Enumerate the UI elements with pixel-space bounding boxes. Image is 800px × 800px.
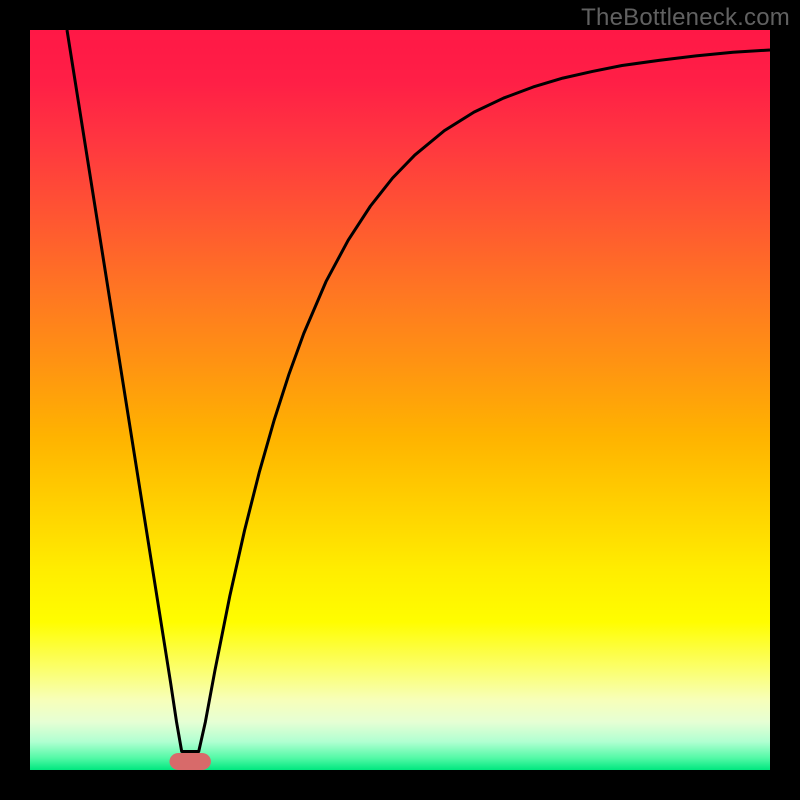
watermark-text: TheBottleneck.com bbox=[581, 4, 790, 32]
gradient-background bbox=[30, 30, 770, 770]
optimal-marker bbox=[169, 753, 210, 770]
plot-area bbox=[30, 30, 770, 770]
bottleneck-chart bbox=[30, 30, 770, 770]
chart-frame: TheBottleneck.com bbox=[0, 0, 800, 800]
